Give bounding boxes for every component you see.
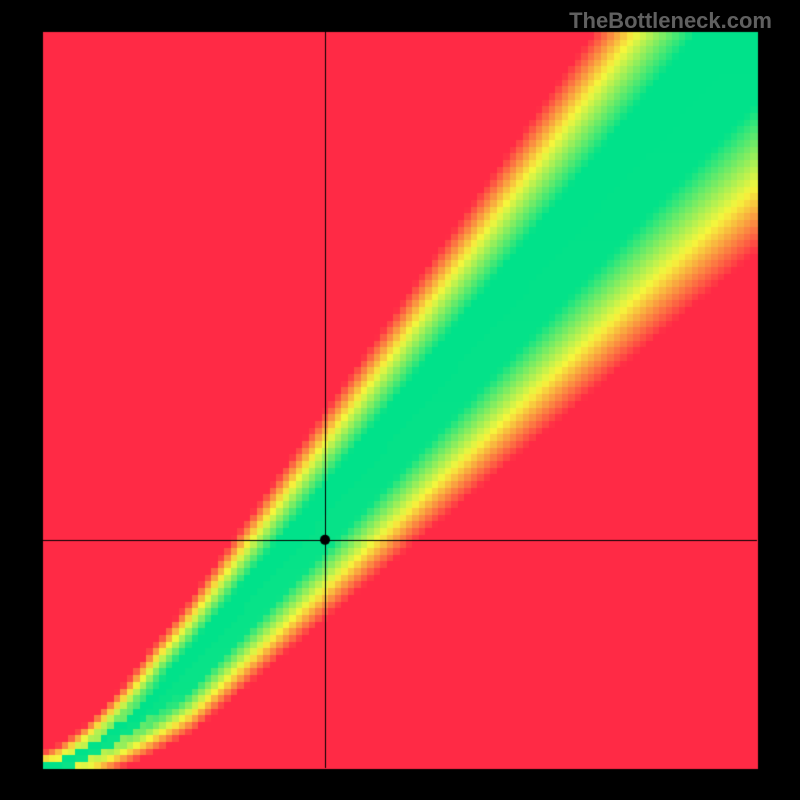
heatmap-canvas: [0, 0, 800, 800]
watermark-text: TheBottleneck.com: [569, 8, 772, 34]
chart-container: TheBottleneck.com: [0, 0, 800, 800]
